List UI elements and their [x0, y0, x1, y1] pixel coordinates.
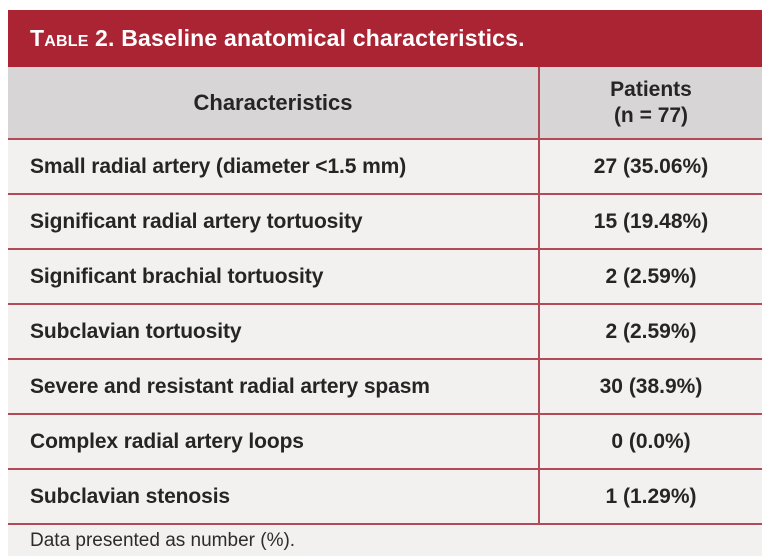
row-value: 1 (1.29%)	[538, 470, 762, 523]
table-row-radial-spasm: Severe and resistant radial artery spasm…	[8, 360, 762, 415]
row-label: Severe and resistant radial artery spasm	[30, 374, 430, 398]
table-row-radial-loops: Complex radial artery loops 0 (0.0%)	[8, 415, 762, 470]
column-header-patients-line1: Patients	[610, 77, 692, 101]
baseline-characteristics-table: Table 2. Baseline anatomical characterist…	[8, 10, 762, 556]
row-label: Complex radial artery loops	[30, 429, 304, 453]
column-header-patients: Patients (n = 77)	[538, 67, 762, 138]
table-row-small-radial-artery: Small radial artery (diameter <1.5 mm) 2…	[8, 140, 762, 195]
table-title-bar: Table 2. Baseline anatomical characterist…	[8, 10, 762, 67]
column-header-characteristics: Characteristics	[193, 89, 353, 115]
row-value: 0 (0.0%)	[538, 415, 762, 468]
row-value: 27 (35.06%)	[538, 140, 762, 193]
row-label: Significant radial artery tortuosity	[30, 209, 363, 233]
table-footnote: Data presented as number (%).	[8, 525, 762, 556]
row-label: Significant brachial tortuosity	[30, 264, 324, 288]
table-title-text: 2. Baseline anatomical characteristics.	[95, 25, 525, 51]
table-row-brachial-tortuosity: Significant brachial tortuosity 2 (2.59%…	[8, 250, 762, 305]
row-label: Small radial artery (diameter <1.5 mm)	[30, 154, 407, 178]
table-title-label: Table	[30, 25, 89, 51]
row-value: 2 (2.59%)	[538, 305, 762, 358]
table-title: Table 2. Baseline anatomical characterist…	[30, 25, 525, 52]
table-row-radial-tortuosity: Significant radial artery tortuosity 15 …	[8, 195, 762, 250]
row-value: 15 (19.48%)	[538, 195, 762, 248]
column-header-patients-line2: (n = 77)	[613, 103, 689, 127]
table-row-subclavian-tortuosity: Subclavian tortuosity 2 (2.59%)	[8, 305, 762, 360]
row-label: Subclavian stenosis	[30, 484, 231, 508]
row-value: 2 (2.59%)	[538, 250, 762, 303]
row-value: 30 (38.9%)	[538, 360, 762, 413]
row-label: Subclavian tortuosity	[30, 319, 242, 343]
table-header-row: Characteristics Patients (n = 77)	[8, 67, 762, 140]
table-row-subclavian-stenosis: Subclavian stenosis 1 (1.29%)	[8, 470, 762, 525]
